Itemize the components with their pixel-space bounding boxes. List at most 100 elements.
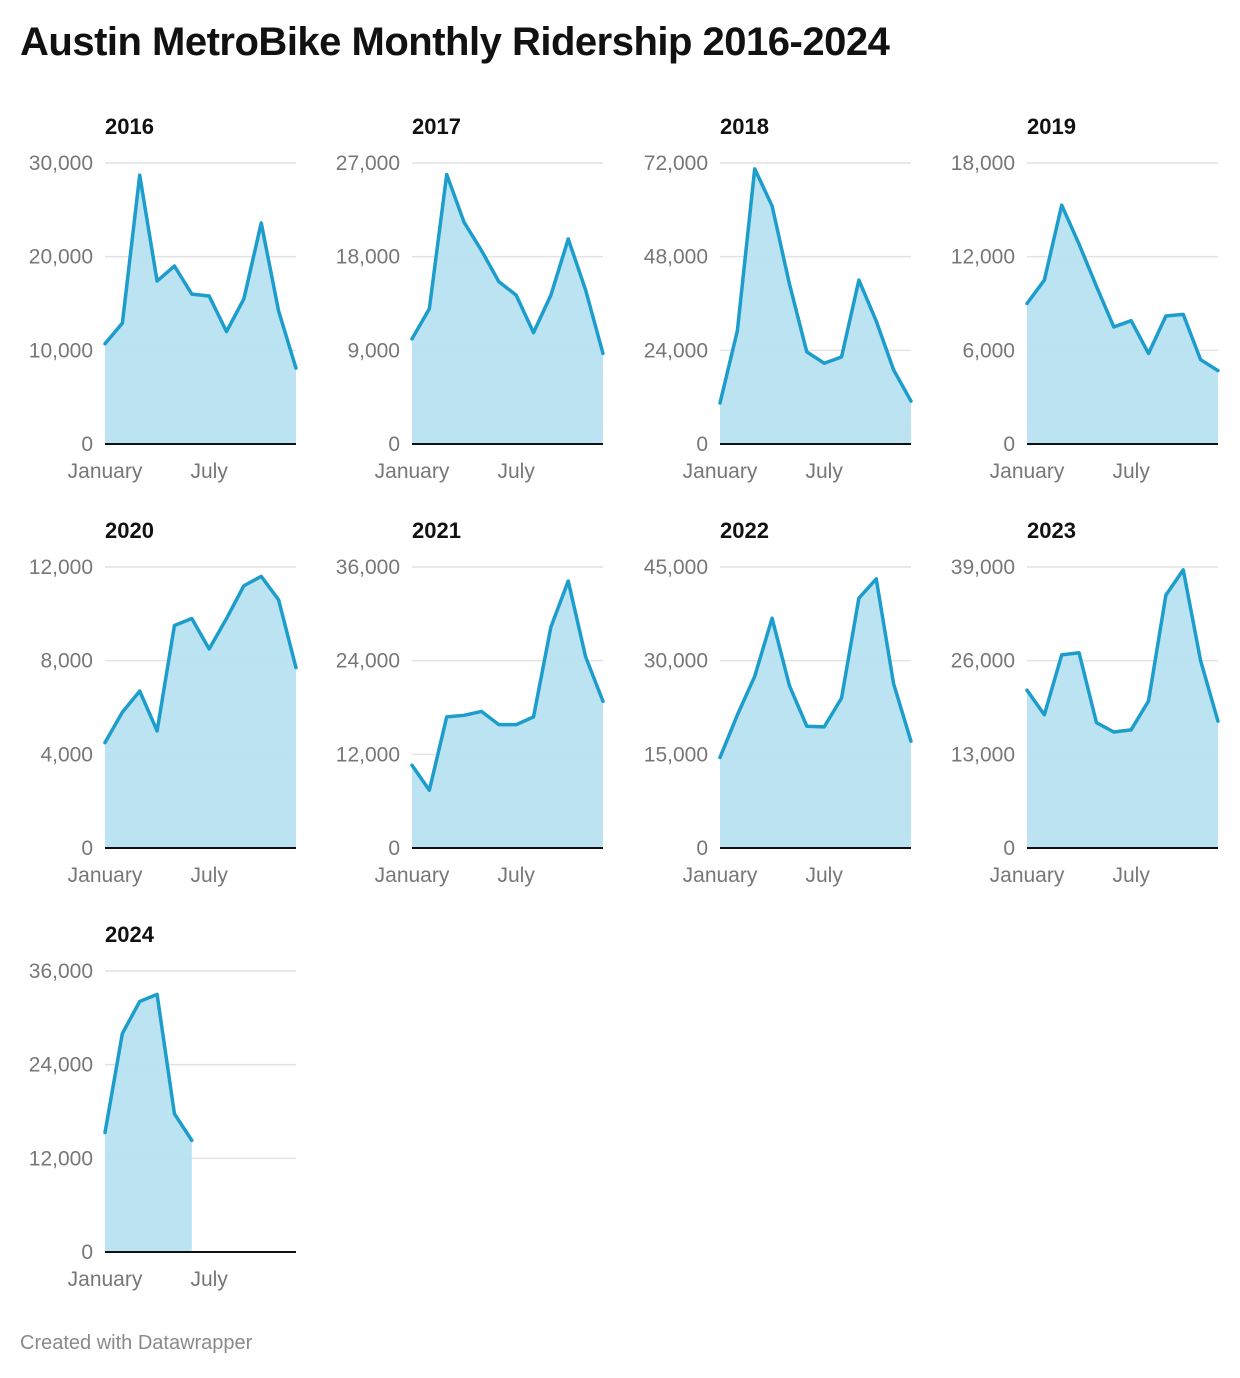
panel-2016: 2016 0 10,000 20,000 30,000 January July (29, 114, 298, 483)
data-point (514, 723, 518, 727)
data-point (138, 999, 142, 1003)
data-point (172, 624, 176, 628)
series-area (105, 576, 296, 848)
panel-2017: 2017 0 9,000 18,000 27,000 January July (336, 114, 605, 483)
x-tick-label: January (683, 864, 758, 887)
data-point (718, 755, 722, 759)
panel-title: 2016 (105, 114, 154, 139)
series-area (1027, 569, 1218, 848)
x-tick-label: January (990, 864, 1065, 887)
y-tick-label: 0 (1003, 837, 1015, 860)
data-point (1025, 688, 1029, 692)
y-tick-label: 0 (81, 1241, 93, 1264)
data-point (892, 682, 896, 686)
data-point (1112, 730, 1116, 734)
y-tick-label: 0 (81, 433, 93, 456)
y-tick-label: 45,000 (644, 556, 708, 579)
data-point (294, 366, 298, 370)
data-point (497, 723, 501, 727)
y-tick-label: 12,000 (29, 1147, 93, 1170)
y-tick-label: 0 (388, 433, 400, 456)
series-line (718, 577, 913, 760)
panel-title: 2017 (412, 114, 461, 139)
data-point (103, 1131, 107, 1135)
data-point (1181, 568, 1185, 572)
data-point (172, 264, 176, 268)
series-line (718, 167, 913, 405)
data-point (840, 355, 844, 359)
data-point (190, 617, 194, 621)
data-point (1164, 314, 1168, 318)
data-point (225, 617, 229, 621)
panel-2019: 2019 0 6,000 12,000 18,000 January July (951, 114, 1220, 483)
series-area (412, 581, 603, 848)
data-point (892, 368, 896, 372)
data-point (497, 280, 501, 284)
panel-title: 2022 (720, 518, 769, 543)
data-point (840, 696, 844, 700)
x-tick-label: January (68, 460, 143, 483)
y-tick-label: 48,000 (644, 246, 708, 269)
y-tick-label: 18,000 (951, 152, 1015, 175)
data-point (120, 710, 124, 714)
data-point (120, 1031, 124, 1035)
y-tick-label: 27,000 (336, 152, 400, 175)
data-point (822, 725, 826, 729)
x-tick-label: July (805, 460, 843, 483)
panel-title: 2020 (105, 518, 154, 543)
x-tick-label: July (190, 460, 228, 483)
data-point (1147, 699, 1151, 703)
series-area (720, 578, 911, 848)
x-tick-label: July (805, 864, 843, 887)
data-point (566, 237, 570, 241)
data-point (1060, 653, 1064, 657)
series-line (103, 992, 194, 1143)
y-tick-label: 12,000 (29, 556, 93, 579)
data-point (1112, 325, 1116, 329)
data-point (207, 647, 211, 651)
data-point (805, 724, 809, 728)
x-tick-label: July (190, 864, 228, 887)
y-tick-label: 36,000 (29, 960, 93, 983)
data-point (1216, 369, 1220, 373)
data-point (514, 293, 518, 297)
panel-title: 2018 (720, 114, 769, 139)
y-tick-label: 24,000 (336, 650, 400, 673)
panel-title: 2023 (1027, 518, 1076, 543)
data-point (1025, 302, 1029, 306)
data-point (770, 616, 774, 620)
y-tick-label: 12,000 (336, 743, 400, 766)
data-point (259, 574, 263, 578)
data-point (584, 288, 588, 292)
series-area (720, 168, 911, 444)
data-point (1060, 203, 1064, 207)
data-point (277, 598, 281, 602)
data-point (120, 321, 124, 325)
x-tick-label: January (375, 864, 450, 887)
series-line (410, 579, 605, 792)
data-point (1077, 242, 1081, 246)
data-point (532, 331, 536, 335)
panel-2022: 2022 0 15,000 30,000 45,000 January July (644, 518, 913, 887)
data-point (909, 399, 913, 403)
series-line (1025, 568, 1220, 734)
data-point (1164, 593, 1168, 597)
x-tick-label: January (375, 460, 450, 483)
data-point (549, 293, 553, 297)
data-point (549, 625, 553, 629)
data-point (155, 279, 159, 283)
data-point (277, 309, 281, 313)
series-line (103, 574, 298, 745)
data-point (225, 330, 229, 334)
y-tick-label: 0 (1003, 433, 1015, 456)
y-tick-label: 0 (696, 433, 708, 456)
data-point (753, 674, 757, 678)
y-tick-label: 6,000 (962, 339, 1015, 362)
data-point (1129, 728, 1133, 732)
y-tick-label: 36,000 (336, 556, 400, 579)
data-point (172, 1112, 176, 1116)
panel-2018: 2018 0 24,000 48,000 72,000 January July (644, 114, 913, 483)
data-point (155, 992, 159, 996)
data-point (1094, 284, 1098, 288)
y-tick-label: 18,000 (336, 246, 400, 269)
